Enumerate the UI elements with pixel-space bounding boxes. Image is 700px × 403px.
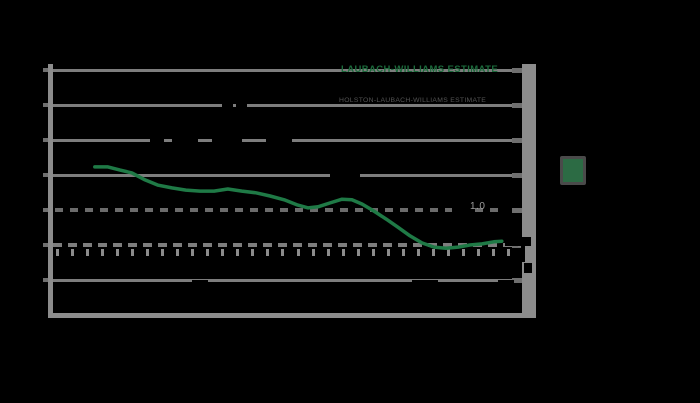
- x-axis-tick: [266, 249, 270, 256]
- green-series-line: [93, 165, 504, 250]
- x-axis-tick: [251, 249, 255, 256]
- dashed-line-value-label: 1.0: [470, 201, 486, 212]
- occluded-black-text: [192, 280, 208, 289]
- right-axis-tick: [512, 138, 522, 143]
- x-axis-tick: [446, 249, 450, 256]
- x-axis-tick: [326, 249, 330, 256]
- left-axis-bar: [48, 64, 53, 318]
- occluded-black-text: [342, 78, 502, 92]
- x-axis-tick: [176, 249, 180, 256]
- left-axis-tick: [43, 243, 48, 247]
- left-axis-tick: [43, 103, 48, 107]
- occluded-black-text: [452, 204, 468, 215]
- right-axis-bar: [522, 64, 536, 318]
- right-axis-tick: [512, 68, 522, 73]
- x-axis-tick: [131, 249, 135, 256]
- x-axis-tick: [56, 249, 59, 256]
- occluded-black-text: [172, 130, 198, 146]
- x-axis-tick: [161, 249, 165, 256]
- occluded-black-text: [521, 246, 525, 262]
- x-axis-tick: [356, 249, 360, 256]
- left-axis-tick: [43, 208, 48, 212]
- x-axis-tick: [461, 249, 465, 256]
- gridline: [53, 69, 522, 72]
- occluded-black-text: [498, 280, 514, 290]
- x-axis-tick: [311, 249, 315, 256]
- legend-title: LAUBACH-WILLIAMS ESTIMATE: [341, 64, 499, 75]
- left-axis-tick: [43, 68, 48, 72]
- bottom-frame-border: [48, 313, 536, 318]
- x-axis-tick: [236, 249, 240, 256]
- x-axis-tick: [371, 249, 375, 256]
- occluded-black-text: [505, 237, 531, 246]
- x-axis-tick: [116, 249, 120, 256]
- x-axis-tick: [416, 249, 420, 256]
- right-axis-tick: [512, 173, 522, 178]
- x-axis-tick: [191, 249, 195, 256]
- x-axis-tick: [476, 249, 480, 256]
- left-axis-tick: [43, 173, 48, 177]
- x-axis-tick: [71, 249, 74, 256]
- green-marker-box[interactable]: [560, 156, 586, 185]
- x-axis-tick: [431, 249, 435, 256]
- occluded-black-text: [222, 98, 233, 111]
- x-axis-tick: [206, 249, 210, 256]
- gridline: [53, 279, 522, 282]
- x-axis-tick: [296, 249, 300, 256]
- occluded-black-text: [266, 130, 292, 146]
- x-axis-tick: [491, 249, 495, 256]
- reference-dashed-line: [54, 208, 500, 212]
- x-axis-tick: [386, 249, 390, 256]
- x-axis-tick: [101, 249, 105, 256]
- left-axis-tick: [43, 278, 48, 282]
- x-axis-tick: [281, 249, 285, 256]
- x-axis-tick: [506, 249, 510, 256]
- occluded-black-text: [150, 130, 164, 146]
- x-axis-tick: [401, 249, 405, 256]
- occluded-black-text: [212, 112, 242, 146]
- x-axis-tick: [221, 249, 225, 256]
- x-axis-tick: [146, 249, 150, 256]
- right-axis-tick: [512, 278, 522, 283]
- occluded-black-text: [524, 263, 532, 273]
- gridline: [53, 104, 522, 107]
- right-axis-tick: [512, 103, 522, 108]
- occluded-black-text: [330, 166, 360, 192]
- left-axis-tick: [43, 138, 48, 142]
- occluded-black-text: [412, 280, 438, 289]
- x-axis-tick: [86, 249, 90, 256]
- legend-subtitle: HOLSTON-LAUBACH-WILLIAMS ESTIMATE: [339, 97, 487, 104]
- zero-axis-dashed-line: [53, 243, 522, 247]
- occluded-black-text: [236, 98, 247, 111]
- gridline: [53, 174, 522, 177]
- x-axis-tick: [341, 249, 345, 256]
- right-axis-tick: [512, 208, 522, 213]
